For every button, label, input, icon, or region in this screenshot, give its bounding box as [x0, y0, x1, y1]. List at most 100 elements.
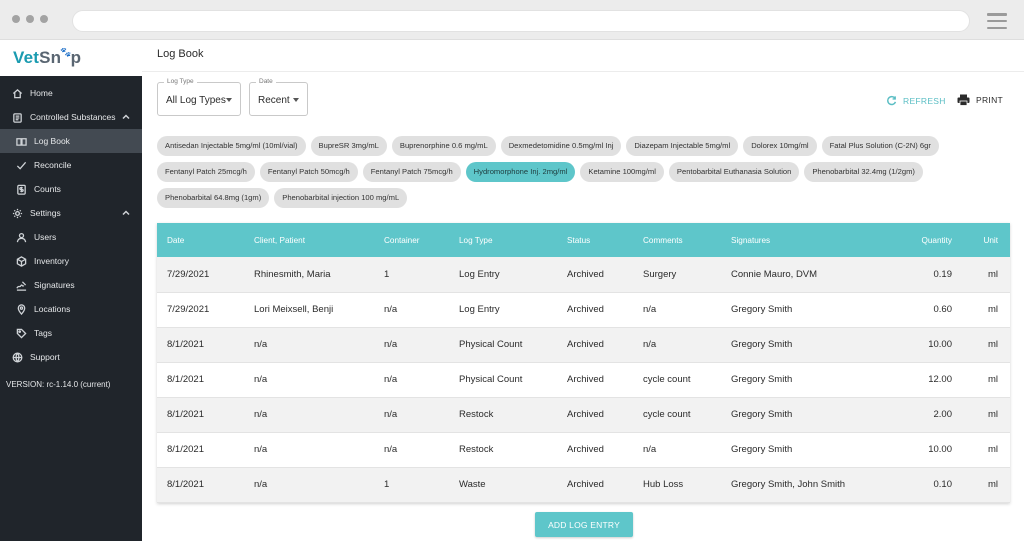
sidebar-item-reconcile[interactable]: Reconcile	[0, 153, 142, 177]
chevron-up-icon[interactable]	[122, 113, 130, 121]
table-row[interactable]: 8/1/2021 n/a n/a Physical Count Archived n/a G…	[157, 327, 1010, 363]
substance-chip[interactable]: Phenobarbital 64.8mg (1gm)	[157, 188, 270, 208]
cell-comments: cycle count	[633, 362, 721, 398]
cell-date: 8/1/2021	[157, 432, 244, 468]
substance-chip-selected[interactable]: Hydromorphone Inj. 2mg/ml	[465, 162, 576, 182]
caret-down-icon	[226, 98, 232, 102]
cell-client-patient: Rhinesmith, Maria	[244, 257, 374, 293]
cell-unit: ml	[966, 327, 1010, 363]
cell-container: n/a	[374, 397, 449, 433]
substance-chip[interactable]: Fatal Plus Solution (C-2N) 6gr	[821, 136, 939, 156]
log-type-select[interactable]: Log Type All Log Types	[157, 78, 241, 116]
cell-status: Archived	[557, 327, 633, 363]
cell-quantity: 0.60	[891, 292, 966, 328]
cell-quantity: 10.00	[891, 432, 966, 468]
date-select[interactable]: Date Recent	[249, 78, 308, 116]
column-header-client-patient[interactable]: Client, Patient	[254, 235, 305, 245]
sidebar-item-support[interactable]: Support	[0, 345, 142, 369]
substance-chip[interactable]: Antisedan Injectable 5mg/ml (10ml/vial)	[157, 136, 306, 156]
table-row[interactable]: 8/1/2021 n/a n/a Restock Archived cycle count…	[157, 397, 1010, 433]
main-content: Log Book Log Type All Log Types Date Rec…	[142, 40, 1024, 541]
table-header-row: Date Client, Patient Container Log Type …	[157, 223, 1010, 257]
substance-chip[interactable]: Fentanyl Patch 75mcg/h	[362, 162, 461, 182]
cell-unit: ml	[966, 292, 1010, 328]
table-row[interactable]: 7/29/2021 Lori Meixsell, Benji n/a Log Entr…	[157, 292, 1010, 328]
column-header-comments[interactable]: Comments	[643, 235, 683, 245]
cell-container: n/a	[374, 362, 449, 398]
column-header-quantity[interactable]: Quantity	[921, 235, 953, 245]
logo-text-snap: Sn	[39, 48, 62, 67]
signature-icon	[16, 280, 27, 291]
book-icon	[16, 136, 27, 147]
chevron-up-icon[interactable]	[122, 209, 130, 217]
sidebar-item-label: Home	[30, 88, 53, 98]
sidebar-item-signatures[interactable]: Signatures	[0, 273, 142, 297]
sidebar-item-locations[interactable]: Locations	[0, 297, 142, 321]
table-row[interactable]: 8/1/2021 n/a n/a Restock Archived n/a Gregory …	[157, 432, 1010, 468]
check-icon	[16, 160, 27, 171]
sidebar-item-users[interactable]: Users	[0, 225, 142, 249]
substance-chip[interactable]: Fentanyl Patch 25mcg/h	[157, 162, 255, 182]
substance-chip[interactable]: Fentanyl Patch 50mcg/h	[259, 162, 358, 182]
cell-quantity: 0.10	[891, 467, 966, 503]
substance-chip[interactable]: Phenobarbital 32.4mg (1/2gm)	[804, 162, 923, 182]
vetsnap-logo[interactable]: Vet Sn 🐾 p	[0, 40, 142, 76]
sidebar-item-controlled-substances[interactable]: Controlled Substances	[0, 105, 142, 129]
caret-down-icon	[293, 98, 299, 102]
sidebar-item-inventory[interactable]: Inventory	[0, 249, 142, 273]
sidebar-item-home[interactable]: Home	[0, 81, 142, 105]
cell-date: 7/29/2021	[157, 257, 244, 293]
window-dot[interactable]	[12, 15, 20, 23]
sidebar-item-settings[interactable]: Settings	[0, 201, 142, 225]
substance-chip[interactable]: Phenobarbital injection 100 mg/mL	[274, 188, 408, 208]
globe-icon	[12, 352, 23, 363]
substance-chip[interactable]: Buprenorphine 0.6 mg/mL	[391, 136, 496, 156]
clipboard-icon	[12, 112, 23, 123]
column-header-date[interactable]: Date	[167, 235, 185, 245]
substance-chip[interactable]: Diazepam Injectable 5mg/ml	[626, 136, 739, 156]
substance-chip[interactable]: Dolorex 10mg/ml	[743, 136, 817, 156]
substance-chip[interactable]: Pentobarbital Euthanasia Solution	[668, 162, 800, 182]
substance-chip[interactable]: Dexmedetomidine 0.5mg/ml Inj	[500, 136, 622, 156]
date-label: Date	[256, 78, 276, 85]
cell-unit: ml	[966, 397, 1010, 433]
refresh-button[interactable]: REFRESH	[886, 95, 946, 106]
browser-menu-icon[interactable]	[987, 13, 1007, 29]
cell-client-patient: n/a	[244, 327, 374, 363]
cell-comments: Surgery	[633, 257, 721, 293]
table-row[interactable]: 8/1/2021 n/a n/a Physical Count Archived cycl…	[157, 362, 1010, 398]
cell-log-type: Log Entry	[449, 292, 557, 328]
sidebar-item-tags[interactable]: Tags	[0, 321, 142, 345]
column-header-log-type[interactable]: Log Type	[459, 235, 493, 245]
refresh-label: REFRESH	[903, 95, 946, 106]
cell-date: 8/1/2021	[157, 362, 244, 398]
sidebar-item-label: Reconcile	[34, 160, 72, 170]
window-dot[interactable]	[26, 15, 34, 23]
substance-chip[interactable]: Ketamine 100mg/ml	[580, 162, 664, 182]
table-row[interactable]: 7/29/2021 Rhinesmith, Maria 1 Log Entry Arch…	[157, 257, 1010, 293]
sidebar-item-log-book[interactable]: Log Book	[0, 129, 142, 153]
substance-chip[interactable]: BupreSR 3mg/mL	[310, 136, 387, 156]
add-log-entry-button[interactable]: ADD LOG ENTRY	[535, 512, 633, 537]
print-button[interactable]: PRINT	[957, 94, 1003, 106]
pin-icon	[16, 303, 27, 315]
sidebar-nav: Home Controlled Substances Log Book Reco…	[0, 81, 142, 369]
cell-quantity: 10.00	[891, 327, 966, 363]
cell-status: Archived	[557, 432, 633, 468]
sidebar-item-label: Inventory	[34, 256, 69, 266]
address-bar[interactable]	[72, 10, 970, 32]
column-header-container[interactable]: Container	[384, 235, 420, 245]
column-header-unit[interactable]: Unit	[983, 235, 998, 245]
window-dot[interactable]	[40, 15, 48, 23]
sidebar-item-counts[interactable]: Counts	[0, 177, 142, 201]
cell-unit: ml	[966, 362, 1010, 398]
divider	[142, 71, 1024, 72]
date-value: Recent	[258, 95, 290, 106]
cell-client-patient: n/a	[244, 397, 374, 433]
table-row[interactable]: 8/1/2021 n/a 1 Waste Archived Hub Loss Gregory…	[157, 467, 1010, 503]
column-header-signatures[interactable]: Signatures	[731, 235, 771, 245]
column-header-status[interactable]: Status	[567, 235, 591, 245]
cell-signatures: Gregory Smith	[721, 432, 891, 468]
gear-icon	[12, 208, 23, 219]
cell-status: Archived	[557, 397, 633, 433]
